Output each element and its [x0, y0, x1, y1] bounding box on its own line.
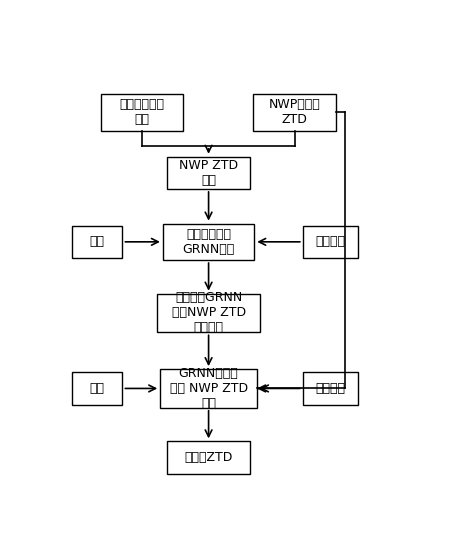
Bar [253, 94, 336, 131]
Text: 相对湿度: 相对湿度 [316, 382, 345, 395]
Bar [160, 369, 257, 408]
Text: 高精度对流层
产品: 高精度对流层 产品 [120, 99, 165, 127]
Bar [157, 293, 260, 333]
Bar [303, 226, 358, 258]
Text: 得到区域GRNN
拟合NWP ZTD
残差模型: 得到区域GRNN 拟合NWP ZTD 残差模型 [171, 292, 246, 334]
Text: 相对湿度: 相对湿度 [316, 235, 345, 248]
Bar [303, 372, 358, 405]
Bar [163, 223, 254, 260]
Text: NWP估计的
ZTD: NWP估计的 ZTD [269, 99, 320, 127]
Bar [167, 441, 250, 474]
Text: 温度: 温度 [90, 235, 105, 248]
Bar [167, 157, 250, 189]
Bar [101, 94, 183, 131]
Text: 训练参考站的
GRNN模型: 训练参考站的 GRNN模型 [182, 228, 235, 256]
Text: 高精度ZTD: 高精度ZTD [184, 451, 233, 464]
Text: GRNN拟合用
户站 NWP ZTD
残差: GRNN拟合用 户站 NWP ZTD 残差 [169, 367, 248, 410]
Text: 温度: 温度 [90, 382, 105, 395]
Text: NWP ZTD
残差: NWP ZTD 残差 [179, 159, 238, 187]
Bar [72, 372, 122, 405]
Bar [72, 226, 122, 258]
